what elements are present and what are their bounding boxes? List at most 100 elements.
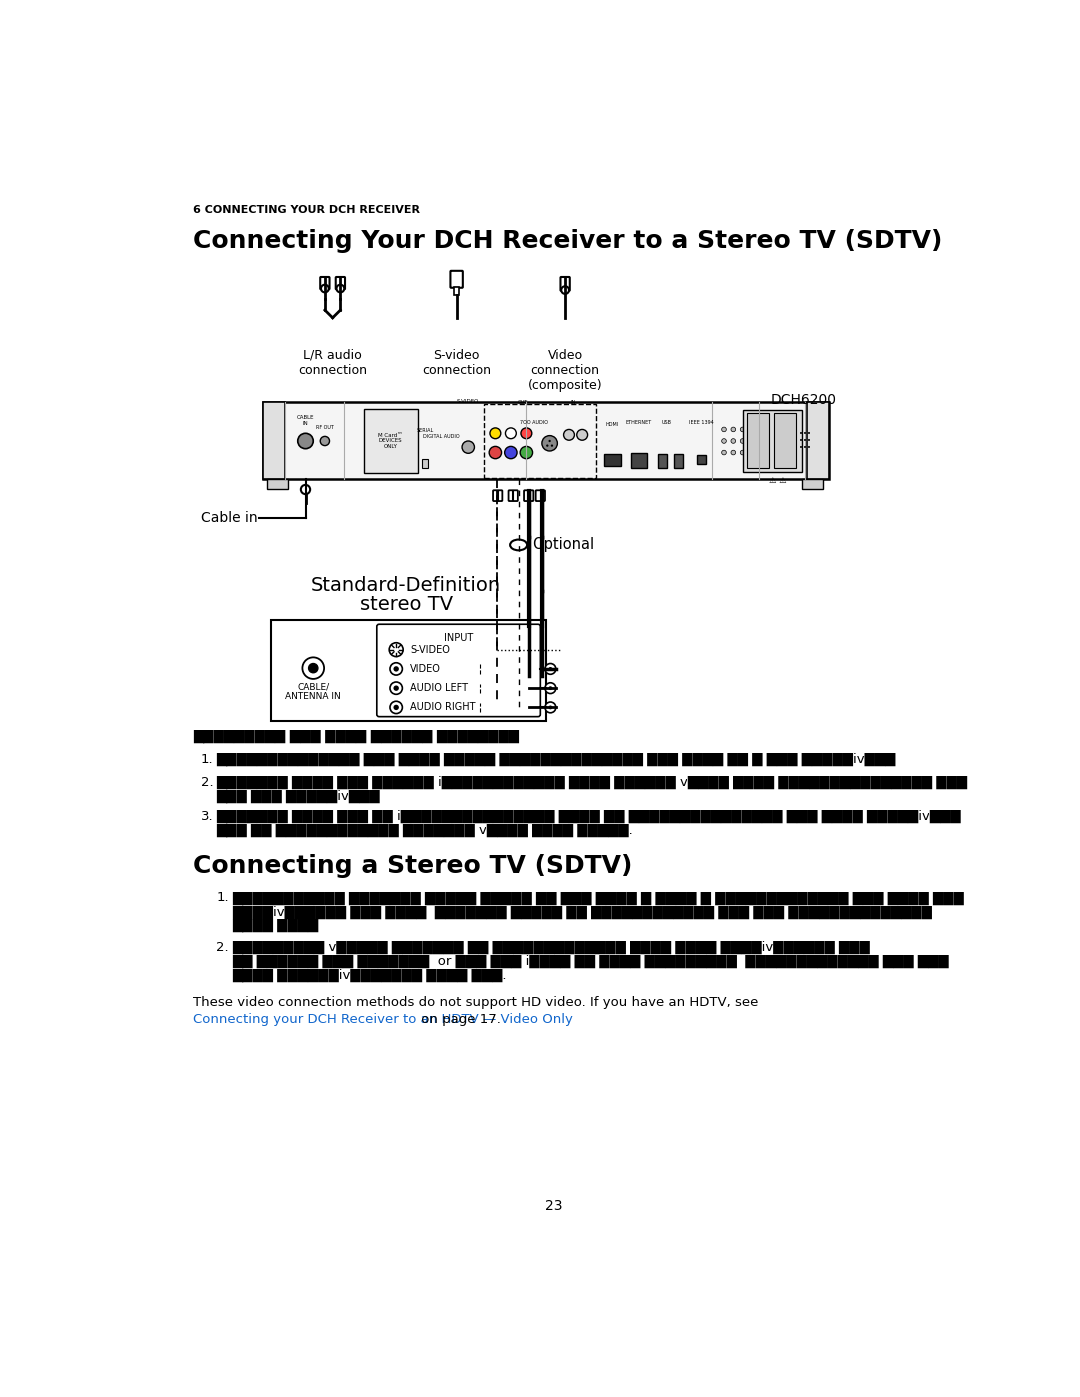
Circle shape (731, 439, 735, 443)
Text: ███ ███ █████iv███: ███ ███ █████iv███ (216, 789, 380, 803)
Circle shape (521, 447, 532, 458)
Text: AUDIO RIGHT: AUDIO RIGHT (410, 703, 475, 712)
Circle shape (759, 450, 764, 455)
Bar (422, 458, 428, 468)
Circle shape (542, 436, 557, 451)
Circle shape (337, 285, 345, 292)
Circle shape (750, 427, 754, 432)
Text: DCH6200: DCH6200 (770, 393, 837, 408)
Text: S-VIDEO: S-VIDEO (410, 644, 450, 655)
Text: HDMI: HDMI (606, 422, 619, 426)
Circle shape (302, 658, 324, 679)
Circle shape (309, 664, 318, 673)
Text: DIGITAL AUDIO: DIGITAL AUDIO (422, 434, 459, 439)
Circle shape (545, 703, 556, 712)
Circle shape (390, 701, 403, 714)
Circle shape (768, 427, 773, 432)
Text: VIDEO: VIDEO (410, 664, 441, 673)
Text: 2.: 2. (201, 775, 214, 789)
Bar (774, 412, 796, 468)
Circle shape (759, 427, 764, 432)
Text: █████████ v█████ ███████ ██ █████████████ ████ ████ ████iv██████ ███: █████████ v█████ ███████ ██ ████████████… (232, 940, 869, 954)
Text: INPUT: INPUT (444, 633, 473, 643)
Text: Optional: Optional (532, 538, 595, 552)
Text: 3.: 3. (201, 810, 214, 823)
Text: OUT: OUT (517, 400, 528, 405)
Circle shape (301, 485, 310, 495)
Text: Connecting your DCH Receiver to an HDTV — Video Only: Connecting your DCH Receiver to an HDTV … (193, 1013, 573, 1027)
Bar (604, 454, 621, 465)
Bar (807, 402, 828, 479)
Circle shape (490, 427, 501, 439)
Text: ███ ██ ████████████ ███████ v████ ████ █████.: ███ ██ ████████████ ███████ v████ ████ █… (216, 824, 633, 837)
Circle shape (321, 436, 329, 446)
FancyBboxPatch shape (509, 490, 517, 502)
Circle shape (750, 450, 754, 455)
Text: IEEE 1394: IEEE 1394 (689, 420, 714, 425)
Text: 6 CONNECTING YOUR DCH RECEIVER: 6 CONNECTING YOUR DCH RECEIVER (193, 204, 420, 215)
Circle shape (768, 439, 773, 443)
Circle shape (740, 439, 745, 443)
Text: S-VIDEO: S-VIDEO (457, 398, 480, 404)
Bar (262, 402, 284, 479)
Text: ██ ██████ ███ ███████  or ███ ███ i████ ██ ████ █████████  █████████████ ███ ███: ██ ██████ ███ ███████ or ███ ███ i████ █… (232, 954, 948, 968)
Circle shape (545, 683, 556, 693)
FancyBboxPatch shape (450, 271, 463, 288)
Text: RF OUT: RF OUT (316, 425, 334, 430)
Circle shape (721, 450, 727, 455)
Circle shape (546, 444, 549, 447)
Circle shape (549, 705, 552, 710)
Text: ████ ██████iv███████ ████ ███.: ████ ██████iv███████ ████ ███. (232, 968, 507, 982)
Circle shape (551, 444, 553, 447)
Text: CABLE
IN: CABLE IN (297, 415, 314, 426)
Text: CABLE/
ANTENNA IN: CABLE/ ANTENNA IN (285, 682, 341, 701)
FancyBboxPatch shape (321, 277, 329, 289)
Text: Cable in: Cable in (201, 511, 257, 525)
FancyBboxPatch shape (536, 490, 545, 502)
FancyBboxPatch shape (336, 277, 345, 289)
Circle shape (759, 439, 764, 443)
Circle shape (549, 686, 552, 690)
Bar (364, 409, 418, 474)
Circle shape (462, 441, 474, 453)
Text: These video connection methods do not support HD video. If you have an HDTV, see: These video connection methods do not su… (193, 996, 758, 1009)
Text: ███████ ████ ███ ██ i███████████████ ████ ██ ███████████████ ███ ████ █████iv███: ███████ ████ ███ ██ i███████████████ ███… (216, 810, 961, 823)
Text: •••
•••
•••: ••• ••• ••• (799, 432, 811, 451)
Bar (747, 412, 769, 468)
Text: 2.: 2. (216, 940, 229, 954)
Circle shape (577, 429, 588, 440)
Circle shape (504, 447, 517, 458)
Text: Video
connection
(composite): Video connection (composite) (528, 349, 603, 391)
Bar (631, 453, 647, 468)
Circle shape (390, 682, 403, 694)
Circle shape (298, 433, 313, 448)
Text: AUDIO LEFT: AUDIO LEFT (410, 683, 468, 693)
Bar (697, 455, 706, 464)
Text: M Card™
DEVICES
ONLY: M Card™ DEVICES ONLY (378, 433, 403, 450)
Circle shape (750, 439, 754, 443)
Circle shape (393, 704, 399, 710)
Circle shape (731, 450, 735, 455)
Circle shape (721, 427, 727, 432)
Text: Standard-Definition: Standard-Definition (311, 576, 501, 595)
Text: ETHERNET: ETHERNET (625, 420, 652, 425)
Circle shape (321, 285, 328, 292)
Text: ⚠ ⚠: ⚠ ⚠ (769, 475, 787, 485)
Circle shape (545, 664, 556, 675)
Bar (674, 454, 683, 468)
Circle shape (549, 666, 552, 671)
Circle shape (393, 686, 399, 692)
Circle shape (549, 440, 551, 441)
Text: 1.: 1. (201, 753, 214, 766)
FancyBboxPatch shape (561, 277, 570, 291)
Circle shape (489, 447, 501, 458)
Circle shape (505, 427, 516, 439)
Text: 23: 23 (544, 1200, 563, 1214)
FancyBboxPatch shape (494, 490, 502, 502)
FancyBboxPatch shape (262, 402, 828, 479)
Text: IN: IN (570, 400, 576, 405)
Text: ███████████ ███████ █████ █████ ██ ███ ████ █ ████ █ █████████████ ███ ████ ███: ███████████ ███████ █████ █████ ██ ███ █… (232, 891, 963, 905)
Text: 1.: 1. (216, 891, 229, 904)
Text: Connecting a Stereo TV (SDTV): Connecting a Stereo TV (SDTV) (193, 855, 633, 879)
Circle shape (393, 666, 399, 672)
